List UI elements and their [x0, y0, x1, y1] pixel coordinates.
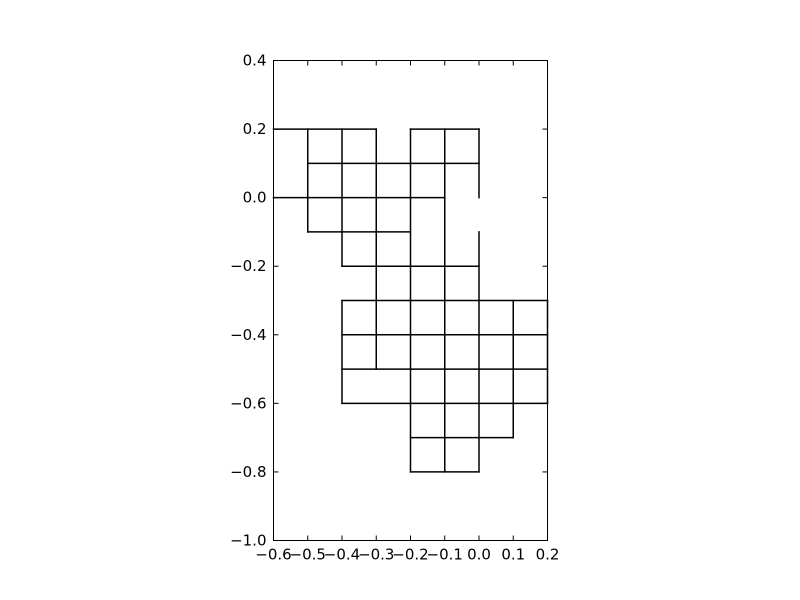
x-tick-label: −0.1 [427, 546, 463, 564]
x-tick-label: 0.1 [501, 546, 525, 564]
y-tick-label: 0.0 [243, 189, 267, 207]
y-tick-label: −0.2 [230, 257, 266, 275]
x-tick-label: −0.4 [324, 546, 360, 564]
axis-ticks [273, 60, 548, 541]
grid-cell-lines [272, 128, 549, 473]
x-axis-tick-labels: −0.6−0.5−0.4−0.3−0.2−0.1 0.0 0.1 0.2 [255, 546, 559, 564]
x-tick-label: −0.6 [255, 546, 291, 564]
y-tick-label: −0.4 [230, 326, 266, 344]
y-tick-label: −0.6 [230, 394, 266, 412]
x-tick-label: −0.2 [392, 546, 428, 564]
y-tick-label: −0.8 [230, 463, 266, 481]
y-axis-tick-labels: 0.4 0.2 0.0 −0.2 −0.4 −0.6 −0.8 −1.0 [230, 52, 266, 550]
x-tick-label: 0.0 [467, 546, 491, 564]
x-tick-label: −0.3 [358, 546, 394, 564]
y-tick-label: 0.4 [243, 52, 267, 70]
x-tick-label: 0.2 [536, 546, 560, 564]
y-tick-label: 0.2 [243, 120, 267, 138]
x-tick-label: −0.5 [290, 546, 326, 564]
y-tick-label: −1.0 [230, 532, 266, 550]
